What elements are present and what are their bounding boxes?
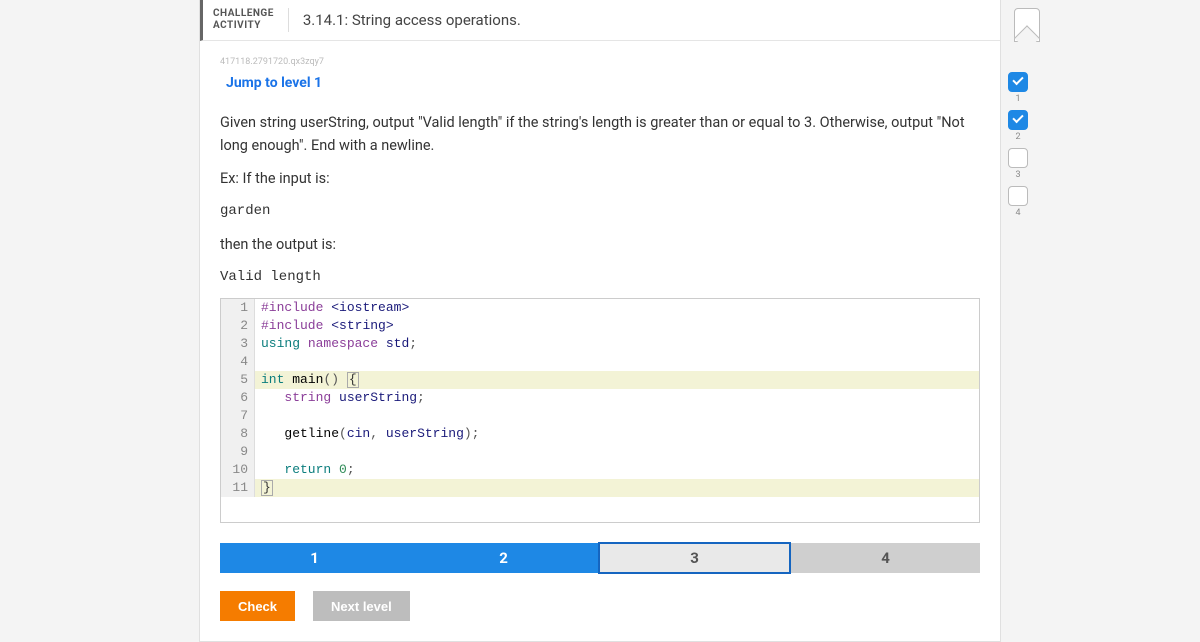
jump-to-level-link[interactable]: Jump to level 1 — [226, 72, 322, 94]
code-line[interactable]: 6 string userString; — [221, 389, 979, 407]
line-number: 11 — [221, 479, 255, 497]
line-number: 8 — [221, 425, 255, 443]
code-cell[interactable]: #include <string> — [255, 317, 979, 335]
code-line[interactable]: 5int main() { — [221, 371, 979, 389]
check-icon — [1008, 110, 1028, 130]
progress-number: 4 — [1015, 208, 1020, 218]
code-line[interactable]: 4 — [221, 353, 979, 371]
progress-number: 3 — [1015, 170, 1020, 180]
prompt-output-label: then the output is: — [220, 233, 980, 256]
line-number: 2 — [221, 317, 255, 335]
code-line[interactable]: 3using namespace std; — [221, 335, 979, 353]
step-4[interactable]: 4 — [791, 543, 980, 573]
progress-item[interactable]: 3 — [1008, 148, 1028, 180]
prompt-text: Given string userString, output "Valid l… — [220, 111, 980, 289]
step-1[interactable]: 1 — [220, 543, 409, 573]
code-cell[interactable]: string userString; — [255, 389, 979, 407]
code-line[interactable]: 10 return 0; — [221, 461, 979, 479]
line-number: 5 — [221, 371, 255, 389]
code-cell[interactable]: getline(cin, userString); — [255, 425, 979, 443]
code-cell[interactable]: using namespace std; — [255, 335, 979, 353]
card-header: CHALLENGE ACTIVITY 3.14.1: String access… — [200, 0, 1000, 41]
code-line[interactable]: 8 getline(cin, userString); — [221, 425, 979, 443]
level-stepper: 1234 — [220, 543, 980, 573]
meta-id: 417118.2791720.qx3zqy7 — [220, 55, 980, 69]
footer-actions: Check Next level — [220, 591, 980, 621]
line-number: 10 — [221, 461, 255, 479]
prompt-example-label: Ex: If the input is: — [220, 167, 980, 190]
challenge-label: CHALLENGE ACTIVITY — [203, 8, 289, 32]
next-level-button[interactable]: Next level — [313, 591, 410, 621]
progress-item[interactable]: 4 — [1008, 186, 1028, 218]
code-line[interactable]: 2#include <string> — [221, 317, 979, 335]
line-number: 7 — [221, 407, 255, 425]
step-3[interactable]: 3 — [598, 542, 791, 574]
challenge-label-line2: ACTIVITY — [213, 20, 274, 32]
progress-number: 2 — [1015, 132, 1020, 142]
line-number: 6 — [221, 389, 255, 407]
check-button[interactable]: Check — [220, 591, 295, 621]
code-editor[interactable]: 1#include <iostream>2#include <string>3u… — [220, 298, 980, 523]
line-number: 9 — [221, 443, 255, 461]
code-line[interactable]: 9 — [221, 443, 979, 461]
progress-box — [1008, 148, 1028, 168]
challenge-card: CHALLENGE ACTIVITY 3.14.1: String access… — [199, 0, 1001, 642]
code-cell[interactable]: return 0; — [255, 461, 979, 479]
example-output: Valid length — [220, 266, 980, 288]
code-line[interactable]: 7 — [221, 407, 979, 425]
step-2[interactable]: 2 — [409, 543, 598, 573]
code-cell[interactable] — [255, 407, 979, 425]
progress-number: 1 — [1015, 94, 1020, 104]
code-cell[interactable]: int main() { — [255, 371, 979, 389]
line-number: 4 — [221, 353, 255, 371]
line-number: 3 — [221, 335, 255, 353]
progress-item[interactable]: 2 — [1008, 110, 1028, 142]
challenge-title: 3.14.1: String access operations. — [289, 8, 521, 32]
progress-item[interactable]: 1 — [1008, 72, 1028, 104]
progress-box — [1008, 186, 1028, 206]
code-cell[interactable] — [255, 353, 979, 371]
line-number: 1 — [221, 299, 255, 317]
card-body: 417118.2791720.qx3zqy7 Jump to level 1 G… — [200, 41, 1000, 641]
code-cell[interactable]: #include <iostream> — [255, 299, 979, 317]
code-cell[interactable]: } — [255, 479, 979, 497]
code-cell[interactable] — [255, 443, 979, 461]
bookmark-icon[interactable] — [1014, 8, 1040, 42]
example-input: garden — [220, 200, 980, 222]
progress-stack: 1 2 3 4 — [1006, 72, 1030, 224]
prompt-paragraph: Given string userString, output "Valid l… — [220, 111, 980, 157]
challenge-label-line1: CHALLENGE — [213, 8, 274, 20]
check-icon — [1008, 72, 1028, 92]
code-line[interactable]: 1#include <iostream> — [221, 299, 979, 317]
code-line[interactable]: 11} — [221, 479, 979, 497]
